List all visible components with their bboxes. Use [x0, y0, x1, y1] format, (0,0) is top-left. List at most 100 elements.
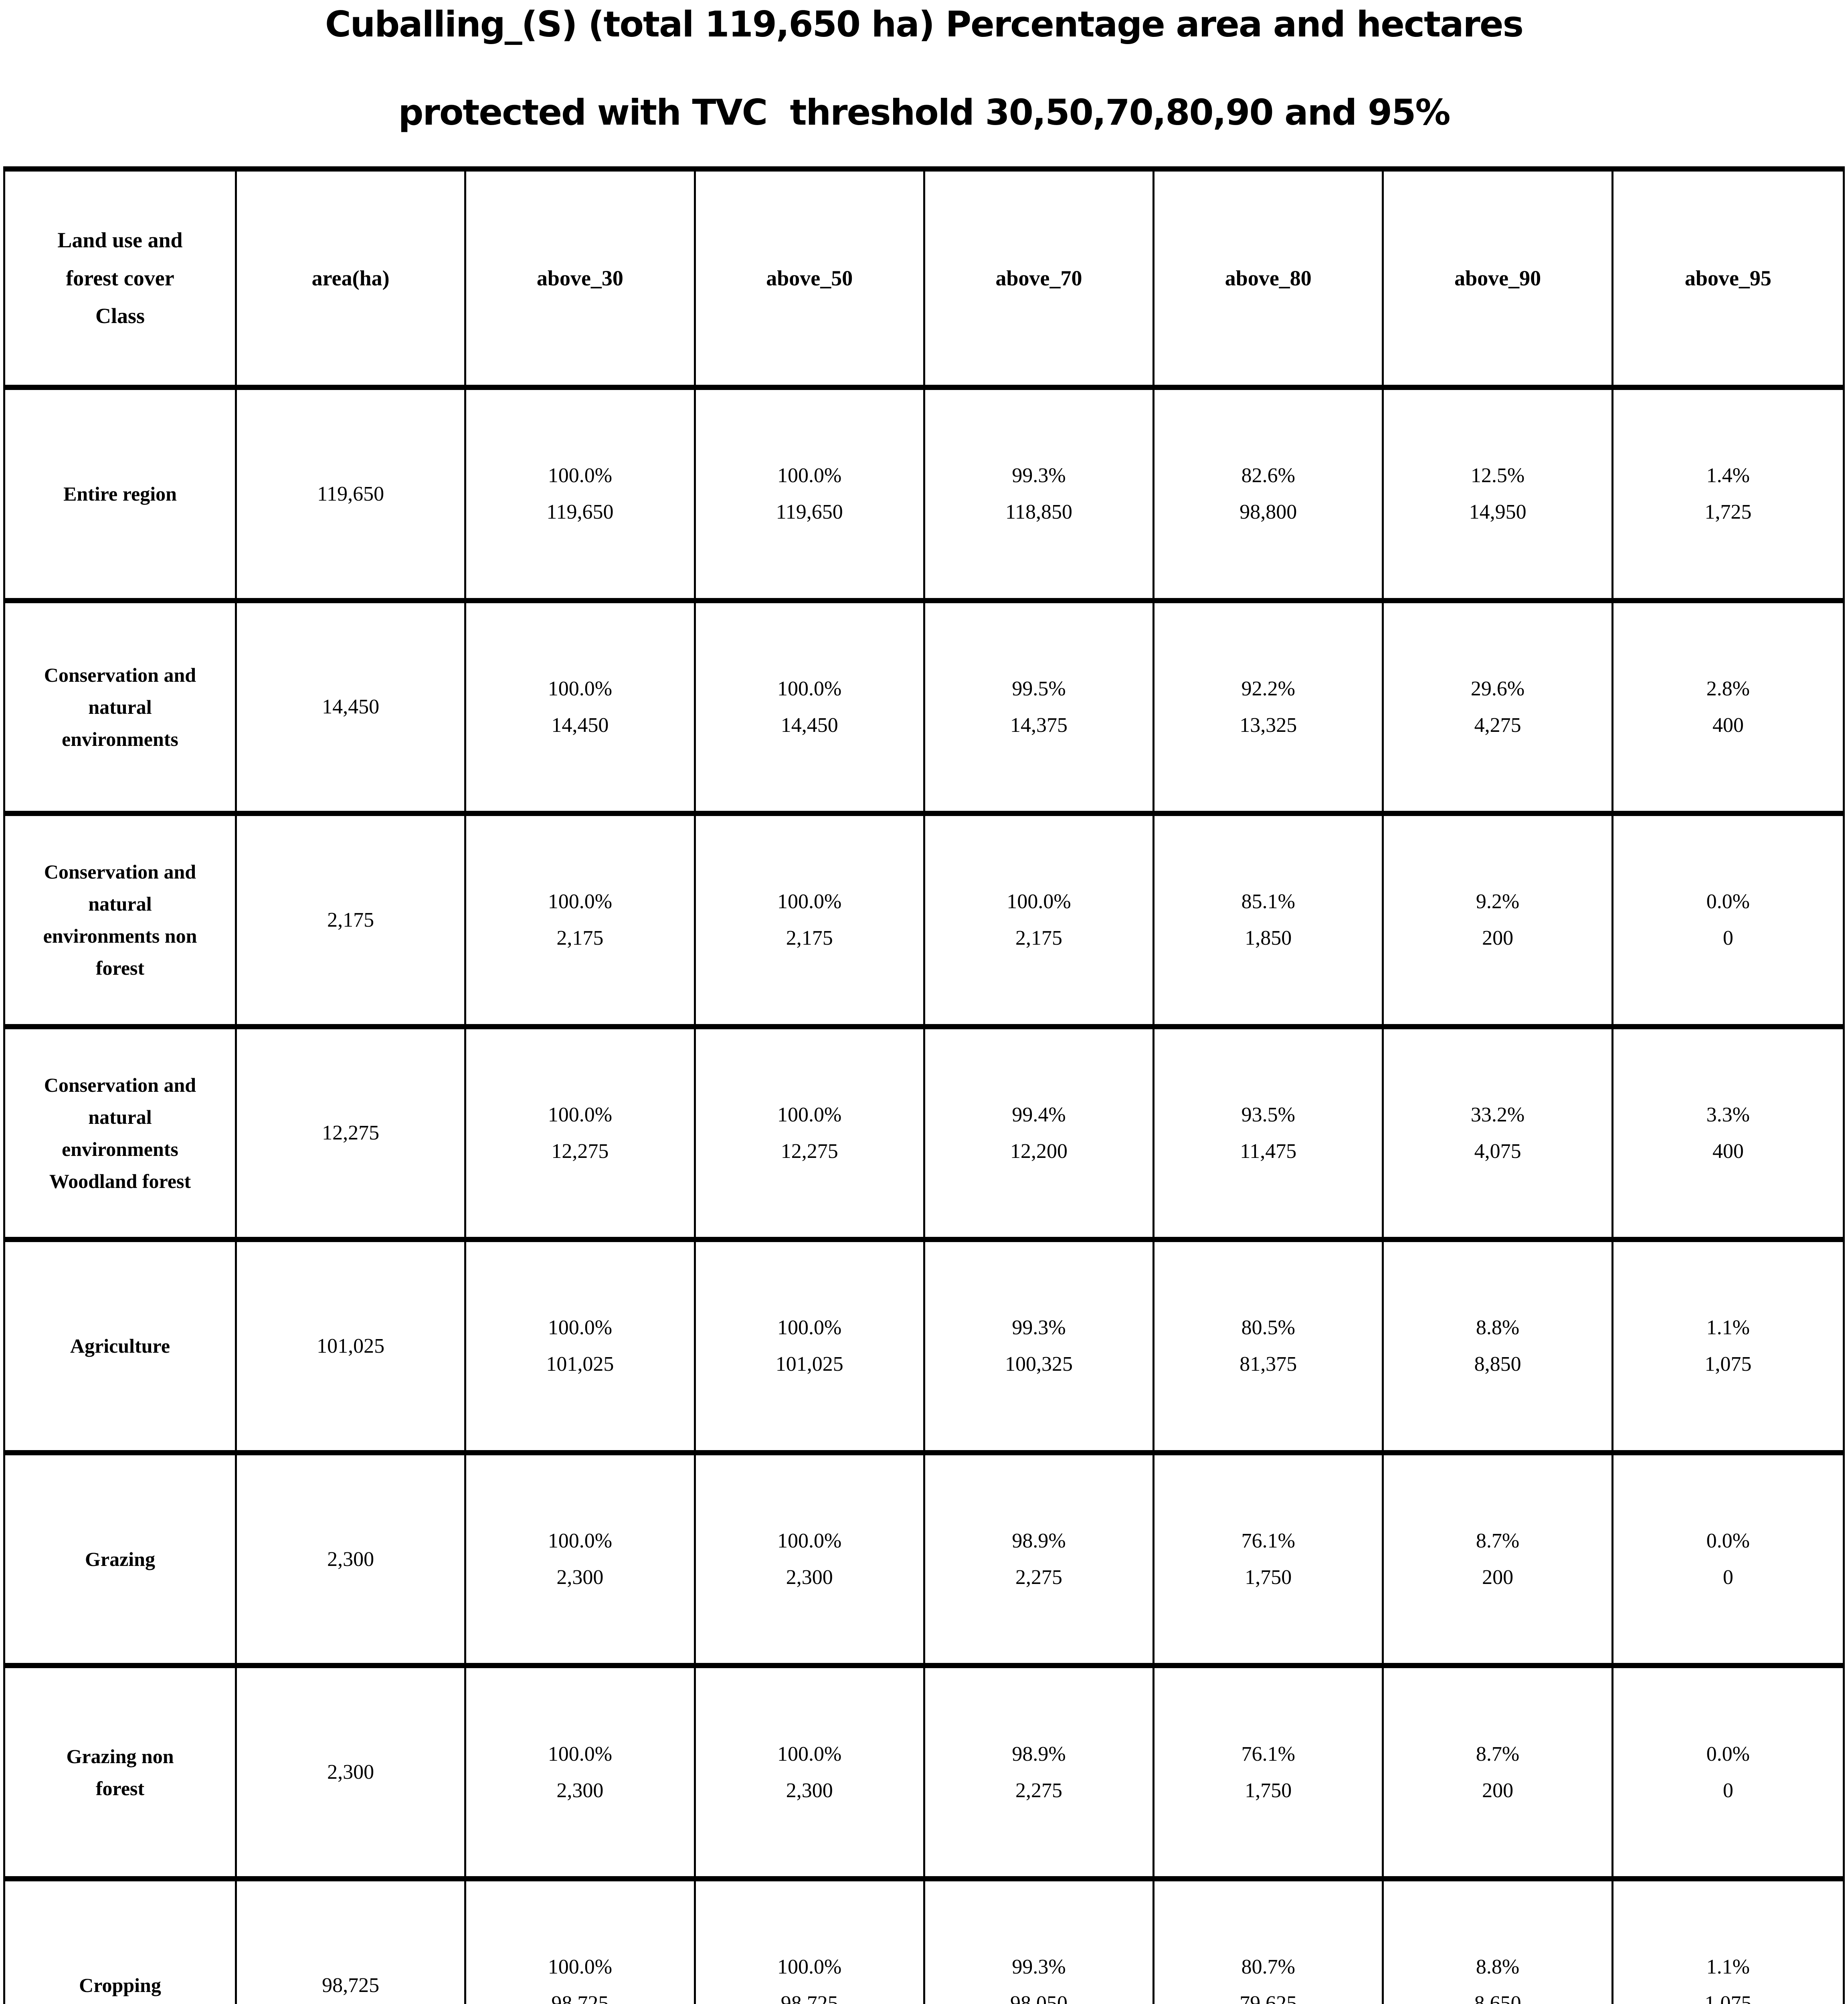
- data-cell: 100.0% 2,300: [696, 1668, 925, 1881]
- hectares-value: 2,175: [786, 927, 833, 950]
- hectares-value: 1,750: [1245, 1779, 1292, 1802]
- percent-value: 85.1%: [1241, 890, 1295, 913]
- percent-value: 2.8%: [1706, 677, 1750, 700]
- row-label: Conservation and natural environments no…: [5, 816, 237, 1029]
- percent-value: 1.1%: [1706, 1316, 1750, 1339]
- data-cell: 100.0% 2,300: [696, 1455, 925, 1669]
- percent-value: 0.0%: [1706, 1529, 1750, 1553]
- data-cell: 99.3% 100,325: [925, 1242, 1155, 1455]
- hectares-value: 8,650: [1474, 1992, 1521, 2004]
- percent-value: 100.0%: [1007, 890, 1071, 913]
- data-cell: 98.9% 2,275: [925, 1668, 1155, 1881]
- hectares-value: 200: [1482, 927, 1514, 950]
- hectares-value: 1,750: [1245, 1566, 1292, 1589]
- hectares-value: 12,200: [1010, 1139, 1068, 1163]
- hectares-value: 81,375: [1239, 1353, 1297, 1376]
- percent-value: 100.0%: [777, 1742, 842, 1766]
- row-label: Conservation and natural environments Wo…: [5, 1029, 237, 1242]
- percent-value: 100.0%: [777, 890, 842, 913]
- percent-value: 100.0%: [548, 1529, 613, 1553]
- data-cell: 99.3% 98,050: [925, 1881, 1155, 2004]
- percent-value: 9.2%: [1476, 890, 1520, 913]
- data-cell: 100.0% 12,275: [696, 1029, 925, 1242]
- data-cell: 3.3% 400: [1613, 1029, 1843, 1242]
- area-cell: 98,725: [237, 1881, 467, 2004]
- percent-value: 100.0%: [548, 890, 613, 913]
- percent-value: 80.7%: [1241, 1956, 1295, 1979]
- percent-value: 99.3%: [1012, 1316, 1066, 1339]
- percent-value: 100.0%: [548, 1742, 613, 1766]
- percent-value: 1.4%: [1706, 464, 1750, 487]
- hectares-value: 2,275: [1015, 1779, 1062, 1802]
- percent-value: 100.0%: [777, 1529, 842, 1553]
- hectares-value: 14,950: [1469, 501, 1527, 524]
- hectares-value: 98,725: [780, 1992, 838, 2004]
- data-cell: 99.4% 12,200: [925, 1029, 1155, 1242]
- percent-value: 100.0%: [777, 1316, 842, 1339]
- hectares-value: 2,275: [1015, 1566, 1062, 1589]
- hectares-value: 200: [1482, 1566, 1514, 1589]
- column-header: above_50: [696, 172, 925, 390]
- data-cell: 99.5% 14,375: [925, 603, 1155, 816]
- column-header: above_90: [1384, 172, 1613, 390]
- hectares-value: 79,625: [1239, 1992, 1297, 2004]
- percent-value: 8.8%: [1476, 1316, 1520, 1339]
- percent-value: 33.2%: [1470, 1103, 1525, 1126]
- data-cell: 100.0% 119,650: [466, 390, 696, 603]
- data-cell: 100.0% 14,450: [696, 603, 925, 816]
- hectares-value: 0: [1723, 927, 1733, 950]
- percent-value: 82.6%: [1241, 464, 1295, 487]
- percent-value: 29.6%: [1470, 677, 1525, 700]
- data-cell: 100.0% 12,275: [466, 1029, 696, 1242]
- data-cell: 8.7% 200: [1384, 1455, 1613, 1669]
- data-cell: 1.1% 1,075: [1613, 1881, 1843, 2004]
- hectares-value: 400: [1712, 1139, 1744, 1163]
- percent-value: 100.0%: [548, 1103, 613, 1126]
- hectares-value: 2,175: [556, 927, 604, 950]
- percent-value: 92.2%: [1241, 677, 1295, 700]
- data-cell: 100.0% 98,725: [466, 1881, 696, 2004]
- hectares-value: 100,325: [1005, 1353, 1073, 1376]
- hectares-value: 1,725: [1704, 501, 1752, 524]
- hectares-value: 4,275: [1474, 713, 1521, 737]
- percent-value: 93.5%: [1241, 1103, 1295, 1126]
- percent-value: 76.1%: [1241, 1742, 1295, 1766]
- hectares-value: 98,800: [1239, 501, 1297, 524]
- data-cell: 93.5% 11,475: [1154, 1029, 1384, 1242]
- hectares-value: 0: [1723, 1566, 1733, 1589]
- row-label: Entire region: [5, 390, 237, 603]
- data-cell: 1.1% 1,075: [1613, 1242, 1843, 1455]
- row-label: Cropping: [5, 1881, 237, 2004]
- data-cell: 80.7% 79,625: [1154, 1881, 1384, 2004]
- data-cell: 100.0% 2,300: [466, 1668, 696, 1881]
- data-cell: 80.5% 81,375: [1154, 1242, 1384, 1455]
- hectares-value: 14,375: [1010, 713, 1068, 737]
- hectares-value: 119,650: [776, 501, 843, 524]
- data-cell: 100.0% 2,175: [696, 816, 925, 1029]
- data-cell: 2.8% 400: [1613, 603, 1843, 816]
- area-cell: 2,300: [237, 1668, 467, 1881]
- percent-value: 3.3%: [1706, 1103, 1750, 1126]
- column-header: area(ha): [237, 172, 467, 390]
- percent-value: 1.1%: [1706, 1956, 1750, 1979]
- area-cell: 101,025: [237, 1242, 467, 1455]
- hectares-value: 98,050: [1010, 1992, 1068, 2004]
- data-cell: 82.6% 98,800: [1154, 390, 1384, 603]
- hectares-value: 2,300: [556, 1779, 604, 1802]
- column-header: above_30: [466, 172, 696, 390]
- data-cell: 100.0% 98,725: [696, 1881, 925, 2004]
- hectares-value: 2,300: [556, 1566, 604, 1589]
- hectares-value: 400: [1712, 713, 1744, 737]
- hectares-value: 8,850: [1474, 1353, 1521, 1376]
- hectares-value: 4,075: [1474, 1139, 1521, 1163]
- hectares-value: 98,725: [551, 1992, 609, 2004]
- percent-value: 0.0%: [1706, 890, 1750, 913]
- data-cell: 0.0% 0: [1613, 1455, 1843, 1669]
- hectares-value: 2,175: [1015, 927, 1062, 950]
- column-header: above_80: [1154, 172, 1384, 390]
- percent-value: 76.1%: [1241, 1529, 1295, 1553]
- data-cell: 76.1% 1,750: [1154, 1455, 1384, 1669]
- hectares-value: 12,275: [551, 1139, 609, 1163]
- percent-value: 100.0%: [777, 1956, 842, 1979]
- hectares-value: 1,075: [1704, 1353, 1752, 1376]
